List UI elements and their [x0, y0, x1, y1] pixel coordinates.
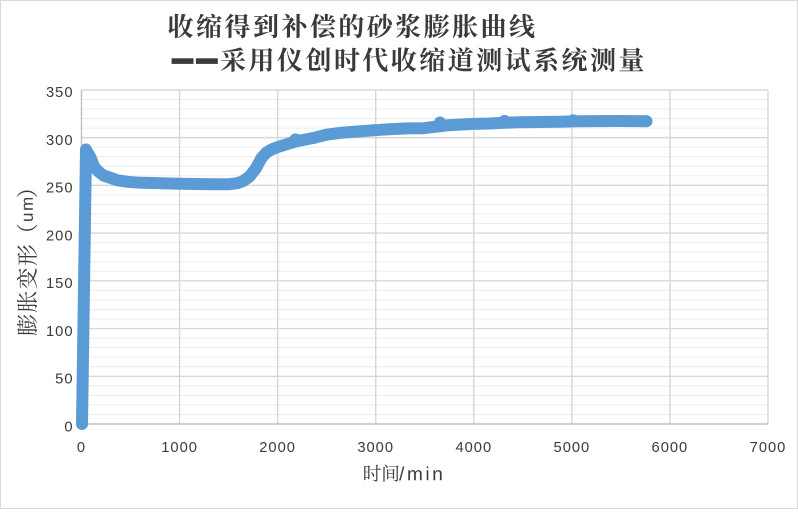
svg-text:7000: 7000 — [750, 440, 787, 456]
svg-text:350: 350 — [46, 85, 74, 101]
svg-text:0: 0 — [77, 440, 86, 456]
svg-text:50: 50 — [55, 372, 73, 388]
svg-text:3000: 3000 — [357, 440, 394, 456]
svg-text:4000: 4000 — [455, 440, 492, 456]
svg-text:200: 200 — [46, 228, 74, 244]
svg-text:1000: 1000 — [161, 440, 198, 456]
svg-text:250: 250 — [46, 181, 74, 197]
svg-text:150: 150 — [46, 276, 74, 292]
svg-text:6000: 6000 — [652, 440, 689, 456]
svg-text:5000: 5000 — [554, 440, 591, 456]
svg-text:2000: 2000 — [259, 440, 296, 456]
svg-text:300: 300 — [46, 133, 74, 149]
svg-text:0: 0 — [64, 419, 73, 435]
svg-text:100: 100 — [46, 324, 74, 340]
